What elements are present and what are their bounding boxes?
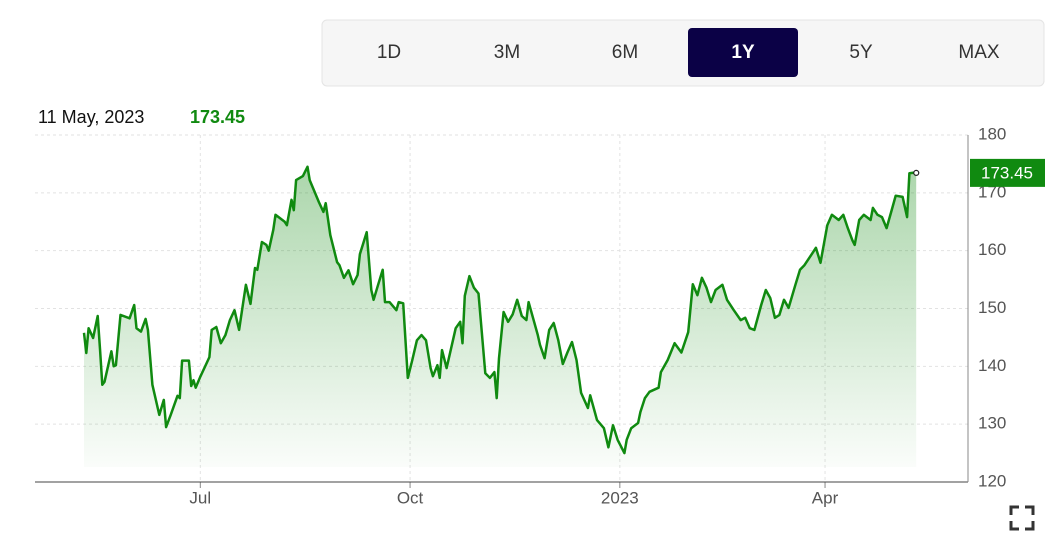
x-tick-label: Apr	[812, 488, 839, 507]
range-button-label: 3M	[494, 42, 520, 63]
y-tick-label: 150	[978, 298, 1006, 317]
hover-price: 173.45	[190, 107, 245, 127]
range-button-label: 6M	[612, 42, 638, 63]
range-button[interactable]: 1D	[377, 42, 401, 63]
range-button[interactable]: 5Y	[849, 42, 873, 63]
range-button-label: MAX	[958, 42, 1000, 63]
range-button[interactable]: MAX	[958, 42, 1000, 63]
range-button-label: 5Y	[849, 42, 873, 63]
price-tag	[970, 158, 1045, 187]
hover-date: 11 May, 2023	[38, 107, 144, 127]
y-tick-label: 140	[978, 356, 1006, 375]
range-button[interactable]: 3M	[494, 42, 520, 63]
fullscreen-icon[interactable]	[1009, 505, 1035, 531]
y-tick-label: 130	[978, 414, 1006, 433]
x-tick-label: Oct	[397, 488, 424, 507]
area-fill	[84, 166, 917, 468]
x-tick-label: Jul	[189, 488, 211, 507]
y-tick-label: 120	[978, 471, 1006, 490]
range-button[interactable]: 6M	[612, 42, 638, 63]
range-button-active	[688, 28, 798, 77]
price-line	[82, 165, 917, 455]
range-button-label: 1Y	[731, 42, 755, 63]
y-tick-label: 170	[978, 182, 1006, 201]
x-tick-label: 2023	[601, 488, 639, 507]
range-selector	[321, 19, 1045, 87]
last-point	[913, 169, 920, 176]
price-tag-label: 173.45	[981, 163, 1033, 182]
y-tick-label: 160	[978, 240, 1006, 259]
y-tick-label: 180	[978, 124, 1006, 143]
range-button-label: 1D	[377, 42, 401, 63]
range-button[interactable]: 1Y	[688, 28, 798, 77]
